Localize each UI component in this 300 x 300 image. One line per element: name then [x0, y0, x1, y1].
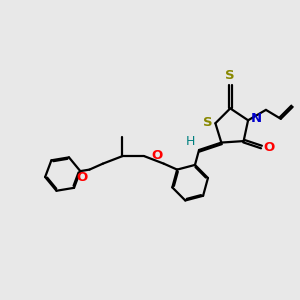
- Text: O: O: [77, 171, 88, 184]
- Text: O: O: [151, 149, 162, 162]
- Text: S: S: [225, 69, 235, 82]
- Text: N: N: [250, 112, 262, 125]
- Text: S: S: [203, 116, 213, 129]
- Text: H: H: [186, 135, 195, 148]
- Text: O: O: [264, 140, 275, 154]
